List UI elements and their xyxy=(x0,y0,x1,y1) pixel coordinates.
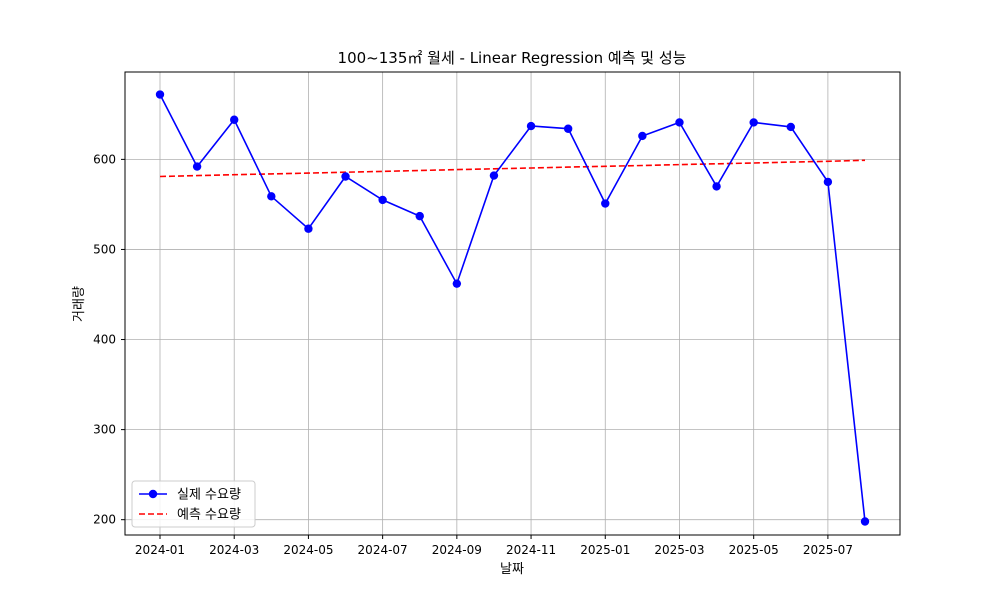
x-tick-label: 2024-11 xyxy=(506,543,556,557)
data-point xyxy=(823,177,833,187)
data-point xyxy=(341,172,350,181)
axes: 2024-01 2024-03 2024-05 2024-07 2024-09 2024-… xyxy=(93,152,853,557)
y-axis-label: 거래량 xyxy=(72,286,87,322)
data-point xyxy=(712,182,721,191)
data-point xyxy=(230,115,239,124)
data-point xyxy=(192,162,202,171)
data-point xyxy=(489,171,499,180)
legend-label: 예측 수요량 xyxy=(177,508,241,523)
x-tick-label: 2025-05 xyxy=(729,543,779,557)
y-tick-label: 200 xyxy=(93,513,116,527)
x-tick-label: 2024-05 xyxy=(283,543,333,557)
grid xyxy=(125,72,900,535)
y-tick-label: 300 xyxy=(93,423,116,437)
data-point xyxy=(415,211,424,221)
data-point xyxy=(860,517,870,526)
series-layer xyxy=(155,90,870,526)
data-point xyxy=(601,199,610,208)
data-point xyxy=(452,279,462,288)
x-tick-label: 2024-03 xyxy=(209,543,259,557)
data-point xyxy=(749,118,758,127)
data-point xyxy=(267,192,276,201)
chart-title: 100~135㎡ 월세 - Linear Regression 예측 및 성능 xyxy=(338,49,687,67)
x-tick-label: 2025-01 xyxy=(580,543,630,557)
data-point xyxy=(378,195,387,205)
x-tick-label: 2024-09 xyxy=(432,543,482,557)
plot-frame xyxy=(124,71,901,536)
data-point xyxy=(304,224,313,233)
y-tick-label: 500 xyxy=(93,242,116,256)
x-axis-label: 날짜 xyxy=(500,562,524,577)
legend-swatch-marker xyxy=(148,489,158,499)
x-tick-label: 2025-03 xyxy=(654,543,704,557)
data-point xyxy=(526,121,536,131)
x-tick-label: 2024-07 xyxy=(358,543,408,557)
data-point xyxy=(155,90,165,99)
data-point xyxy=(563,124,573,133)
series-line-1 xyxy=(159,159,866,178)
series-line-0 xyxy=(159,94,866,522)
legend-label: 실제 수요량 xyxy=(177,488,241,503)
data-point xyxy=(786,122,795,132)
y-tick-label: 600 xyxy=(93,152,116,166)
x-tick-label: 2024-01 xyxy=(135,543,185,557)
data-point xyxy=(675,118,684,127)
data-point xyxy=(638,131,647,141)
y-tick-label: 400 xyxy=(93,333,116,347)
x-tick-label: 2025-07 xyxy=(803,543,853,557)
legend-box xyxy=(131,480,256,528)
